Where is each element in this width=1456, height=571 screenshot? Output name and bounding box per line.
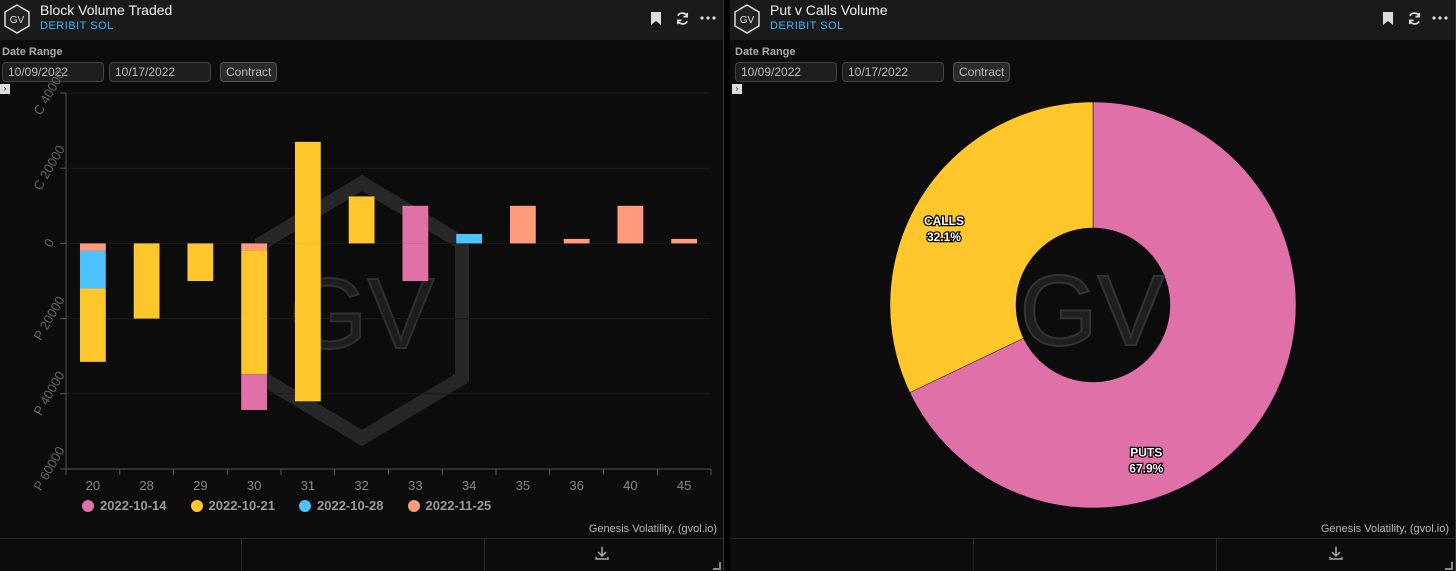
bar-segment [294,243,321,402]
x-tick-label: 35 [516,478,530,493]
gv-logo-icon: GV [734,4,760,34]
bar-segment [241,250,268,375]
block-volume-panel: GV Block Volume Traded DERIBIT SOL Date … [0,0,724,571]
x-tick-label: 34 [462,478,476,493]
x-tick-label: 31 [301,478,315,493]
refresh-icon[interactable] [1405,9,1423,27]
x-tick-label: 40 [623,478,637,493]
logo-text: GV [740,15,755,26]
put-call-donut-chart: GV PUTS 67.9% CALLS 32.1% [889,101,1297,509]
y-tick-label: C 40000 [30,67,68,117]
y-tick-label: P 20000 [31,293,68,342]
legend-label: 2022-11-25 [425,498,492,513]
expand-arrow-icon[interactable]: › [732,84,742,94]
legend-item[interactable]: 2022-10-21 [190,498,276,513]
expand-arrow-icon[interactable]: › [0,84,10,94]
x-tick-label: 32 [354,478,368,493]
bar-segment [348,196,375,244]
y-tick-label: 0 [41,236,58,250]
x-tick-label: 20 [86,478,100,493]
date-from-input[interactable] [2,62,104,82]
contract-button[interactable]: Contract [953,62,1011,82]
date-range-label: Date Range [735,46,796,58]
contract-button[interactable]: Contract [220,62,278,82]
bar-segment [241,243,268,251]
y-tick-label: P 40000 [31,369,68,418]
slice-value-label: 32.1% [927,230,961,244]
footer-segment [730,539,974,571]
bar-segment [671,238,698,244]
slice-label: PUTS [1130,446,1162,460]
bar-segment [509,205,536,244]
legend-item[interactable]: 2022-10-28 [299,498,384,513]
bookmark-icon[interactable] [647,9,665,27]
more-options-icon[interactable] [699,9,717,27]
gv-logo-icon: GV [4,4,30,34]
date-to-input[interactable] [842,62,944,82]
bar-segment [241,374,268,410]
x-tick-label: 30 [247,478,261,493]
refresh-icon[interactable] [673,9,691,27]
logo-text: GV [10,15,25,26]
resize-handle-icon[interactable] [1445,562,1453,570]
legend-item[interactable]: 2022-11-25 [407,498,492,513]
chart-credit: Genesis Volatility, (gvol.io) [1320,523,1449,535]
bar-segment [402,243,429,281]
x-tick-label: 33 [408,478,422,493]
x-tick-label: 28 [139,478,153,493]
x-tick-label: 36 [569,478,583,493]
legend-label: 2022-10-21 [208,498,276,513]
date-to-input[interactable] [109,62,211,82]
slice-label: CALLS [924,214,964,228]
resize-handle-icon[interactable] [713,562,721,570]
bar-segment [187,243,214,281]
panel-header: GV Block Volume Traded DERIBIT SOL [0,0,723,40]
footer-segment [241,539,485,571]
chart-legend: 2022-10-14 2022-10-21 2022-10-28 2022-11-25 [82,498,491,513]
legend-label: 2022-10-28 [317,498,384,513]
bar-segment [79,288,106,362]
bar-segment [133,243,160,319]
date-range-label: Date Range [2,46,63,58]
x-tick-label: 45 [677,478,691,493]
panel-title: Put v Calls Volume [770,2,888,18]
panel-footer [0,538,723,571]
panel-subtitle: DERIBIT SOL [40,20,114,32]
bar-segment [79,243,106,251]
y-tick-label: C 20000 [30,143,68,193]
y-tick-label: P 60000 [31,444,68,493]
panel-subtitle: DERIBIT SOL [770,20,844,32]
pie-slice [889,101,1094,393]
slice-value-label: 67.9% [1129,462,1163,476]
panel-footer [730,538,1455,571]
bar-segment [563,238,590,244]
bar-segment [79,250,106,289]
chart-credit: Genesis Volatility, (gvol.io) [588,523,717,535]
legend-swatch [299,499,311,512]
bar-segment [456,234,483,244]
download-icon[interactable] [1328,545,1348,565]
footer-segment [0,539,242,571]
pie-slice [909,101,1297,509]
bookmark-icon[interactable] [1379,9,1397,27]
date-from-input[interactable] [735,62,837,82]
bar-segment [617,205,644,244]
legend-label: 2022-10-14 [100,498,167,513]
bar-segment [402,205,429,244]
bar-segment [294,141,321,244]
x-tick-label: 29 [193,478,207,493]
panel-title: Block Volume Traded [40,2,173,18]
download-icon[interactable] [594,545,614,565]
panel-header: GV Put v Calls Volume DERIBIT SOL [730,0,1455,40]
watermark-text: GV [1020,255,1165,367]
more-options-icon[interactable] [1431,9,1449,27]
legend-swatch [190,499,203,512]
footer-segment [973,539,1217,571]
legend-swatch [407,499,420,512]
put-call-panel: GV Put v Calls Volume DERIBIT SOL Date R… [730,0,1456,571]
legend-item[interactable]: 2022-10-14 [82,498,167,513]
legend-swatch [82,499,94,512]
